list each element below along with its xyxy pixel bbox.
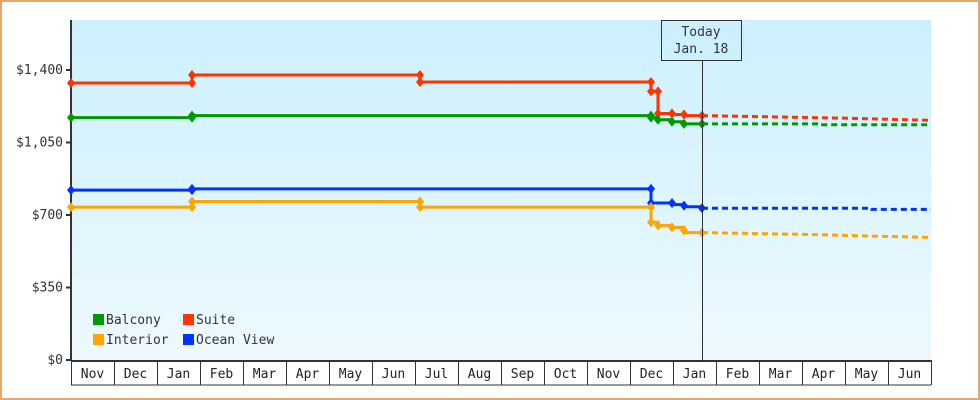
data-point-marker[interactable]	[680, 109, 688, 120]
month-label: May	[855, 367, 879, 382]
data-point-marker[interactable]	[680, 118, 688, 129]
month-label: Nov	[597, 367, 621, 382]
month-label: Jan	[167, 367, 190, 382]
data-point-marker[interactable]	[188, 110, 196, 121]
y-tick-label: $350	[32, 281, 63, 296]
x-axis: Nov Dec Jan Feb Mar Apr May Jun Jul Aug Sep Oct Nov D…	[71, 360, 932, 386]
data-point-marker[interactable]	[416, 196, 424, 207]
month-label: Jan	[683, 367, 706, 382]
data-point-marker[interactable]	[647, 202, 655, 213]
month-label: Jun	[382, 367, 405, 382]
month-label: Jun	[898, 367, 921, 382]
data-point-marker[interactable]	[647, 77, 655, 88]
today-label-box	[661, 20, 742, 61]
data-point-marker[interactable]	[654, 86, 662, 97]
month-label: Feb	[726, 367, 750, 382]
forecast-line	[701, 114, 932, 122]
series-interior	[67, 196, 932, 239]
series-ocean-view	[67, 183, 931, 214]
data-point-marker[interactable]	[67, 78, 75, 89]
month-label: May	[339, 367, 363, 382]
series-balcony	[67, 110, 931, 129]
y-tick-label: $1,050	[16, 136, 63, 151]
month-label: Dec	[124, 367, 147, 382]
month-label: Aug	[468, 367, 491, 382]
data-point-marker[interactable]	[647, 183, 655, 194]
forecast-line	[702, 122, 931, 127]
forecast-line	[702, 206, 931, 211]
month-label: Jul	[425, 367, 448, 382]
month-label: Oct	[554, 367, 577, 382]
data-point-marker[interactable]	[188, 196, 196, 207]
data-point-marker[interactable]	[188, 78, 196, 89]
month-label: Mar	[769, 367, 793, 382]
month-label: Apr	[812, 367, 836, 382]
data-point-marker[interactable]	[67, 202, 75, 213]
data-point-marker[interactable]	[680, 200, 688, 211]
today-marker: Today Jan. 18	[661, 20, 742, 360]
month-label: Mar	[253, 367, 277, 382]
y-tick-label: $700	[32, 208, 63, 223]
data-point-marker[interactable]	[654, 220, 662, 231]
data-point-marker[interactable]	[416, 202, 424, 213]
month-label: Nov	[81, 367, 105, 382]
today-label-line2: Jan. 18	[674, 42, 729, 57]
data-point-marker[interactable]	[647, 217, 655, 228]
series-lines	[67, 69, 932, 239]
legend-label: Interior	[106, 333, 169, 348]
data-point-marker[interactable]	[647, 112, 655, 123]
month-label: Sep	[511, 367, 535, 382]
legend: Balcony Suite Interior Ocean View	[93, 313, 274, 348]
legend-swatch	[93, 314, 104, 325]
legend-item-suite[interactable]: Suite	[183, 313, 235, 328]
data-point-marker[interactable]	[67, 185, 75, 196]
month-label: Apr	[296, 367, 320, 382]
data-point-marker[interactable]	[188, 183, 196, 194]
data-point-marker[interactable]	[654, 114, 662, 125]
month-label: Dec	[640, 367, 663, 382]
data-point-marker[interactable]	[647, 86, 655, 97]
data-point-marker[interactable]	[680, 225, 688, 236]
legend-swatch	[93, 334, 104, 345]
legend-swatch	[183, 334, 194, 345]
data-point-marker[interactable]	[416, 69, 424, 80]
legend-item-balcony[interactable]: Balcony	[93, 313, 161, 328]
legend-swatch	[183, 314, 194, 325]
data-point-marker[interactable]	[654, 108, 662, 119]
month-label: Feb	[210, 367, 234, 382]
legend-label: Suite	[196, 313, 235, 328]
data-point-marker[interactable]	[188, 202, 196, 213]
y-axis: $0 $350 $700 $1,050 $1,400	[16, 20, 72, 368]
data-point-marker[interactable]	[416, 77, 424, 88]
y-tick-label: $0	[47, 353, 63, 368]
legend-label: Balcony	[106, 313, 161, 328]
data-point-marker[interactable]	[668, 116, 676, 127]
data-point-marker[interactable]	[188, 69, 196, 80]
legend-item-interior[interactable]: Interior	[93, 333, 169, 348]
today-label-line1: Today	[681, 25, 720, 40]
legend-item-ocean-view[interactable]: Ocean View	[183, 333, 274, 348]
data-point-marker[interactable]	[668, 197, 676, 208]
data-point-marker[interactable]	[668, 222, 676, 233]
data-point-marker[interactable]	[67, 112, 75, 123]
data-point-marker[interactable]	[668, 108, 676, 119]
series-suite	[67, 69, 932, 122]
y-tick-label: $1,400	[16, 63, 63, 78]
legend-label: Ocean View	[196, 333, 274, 348]
